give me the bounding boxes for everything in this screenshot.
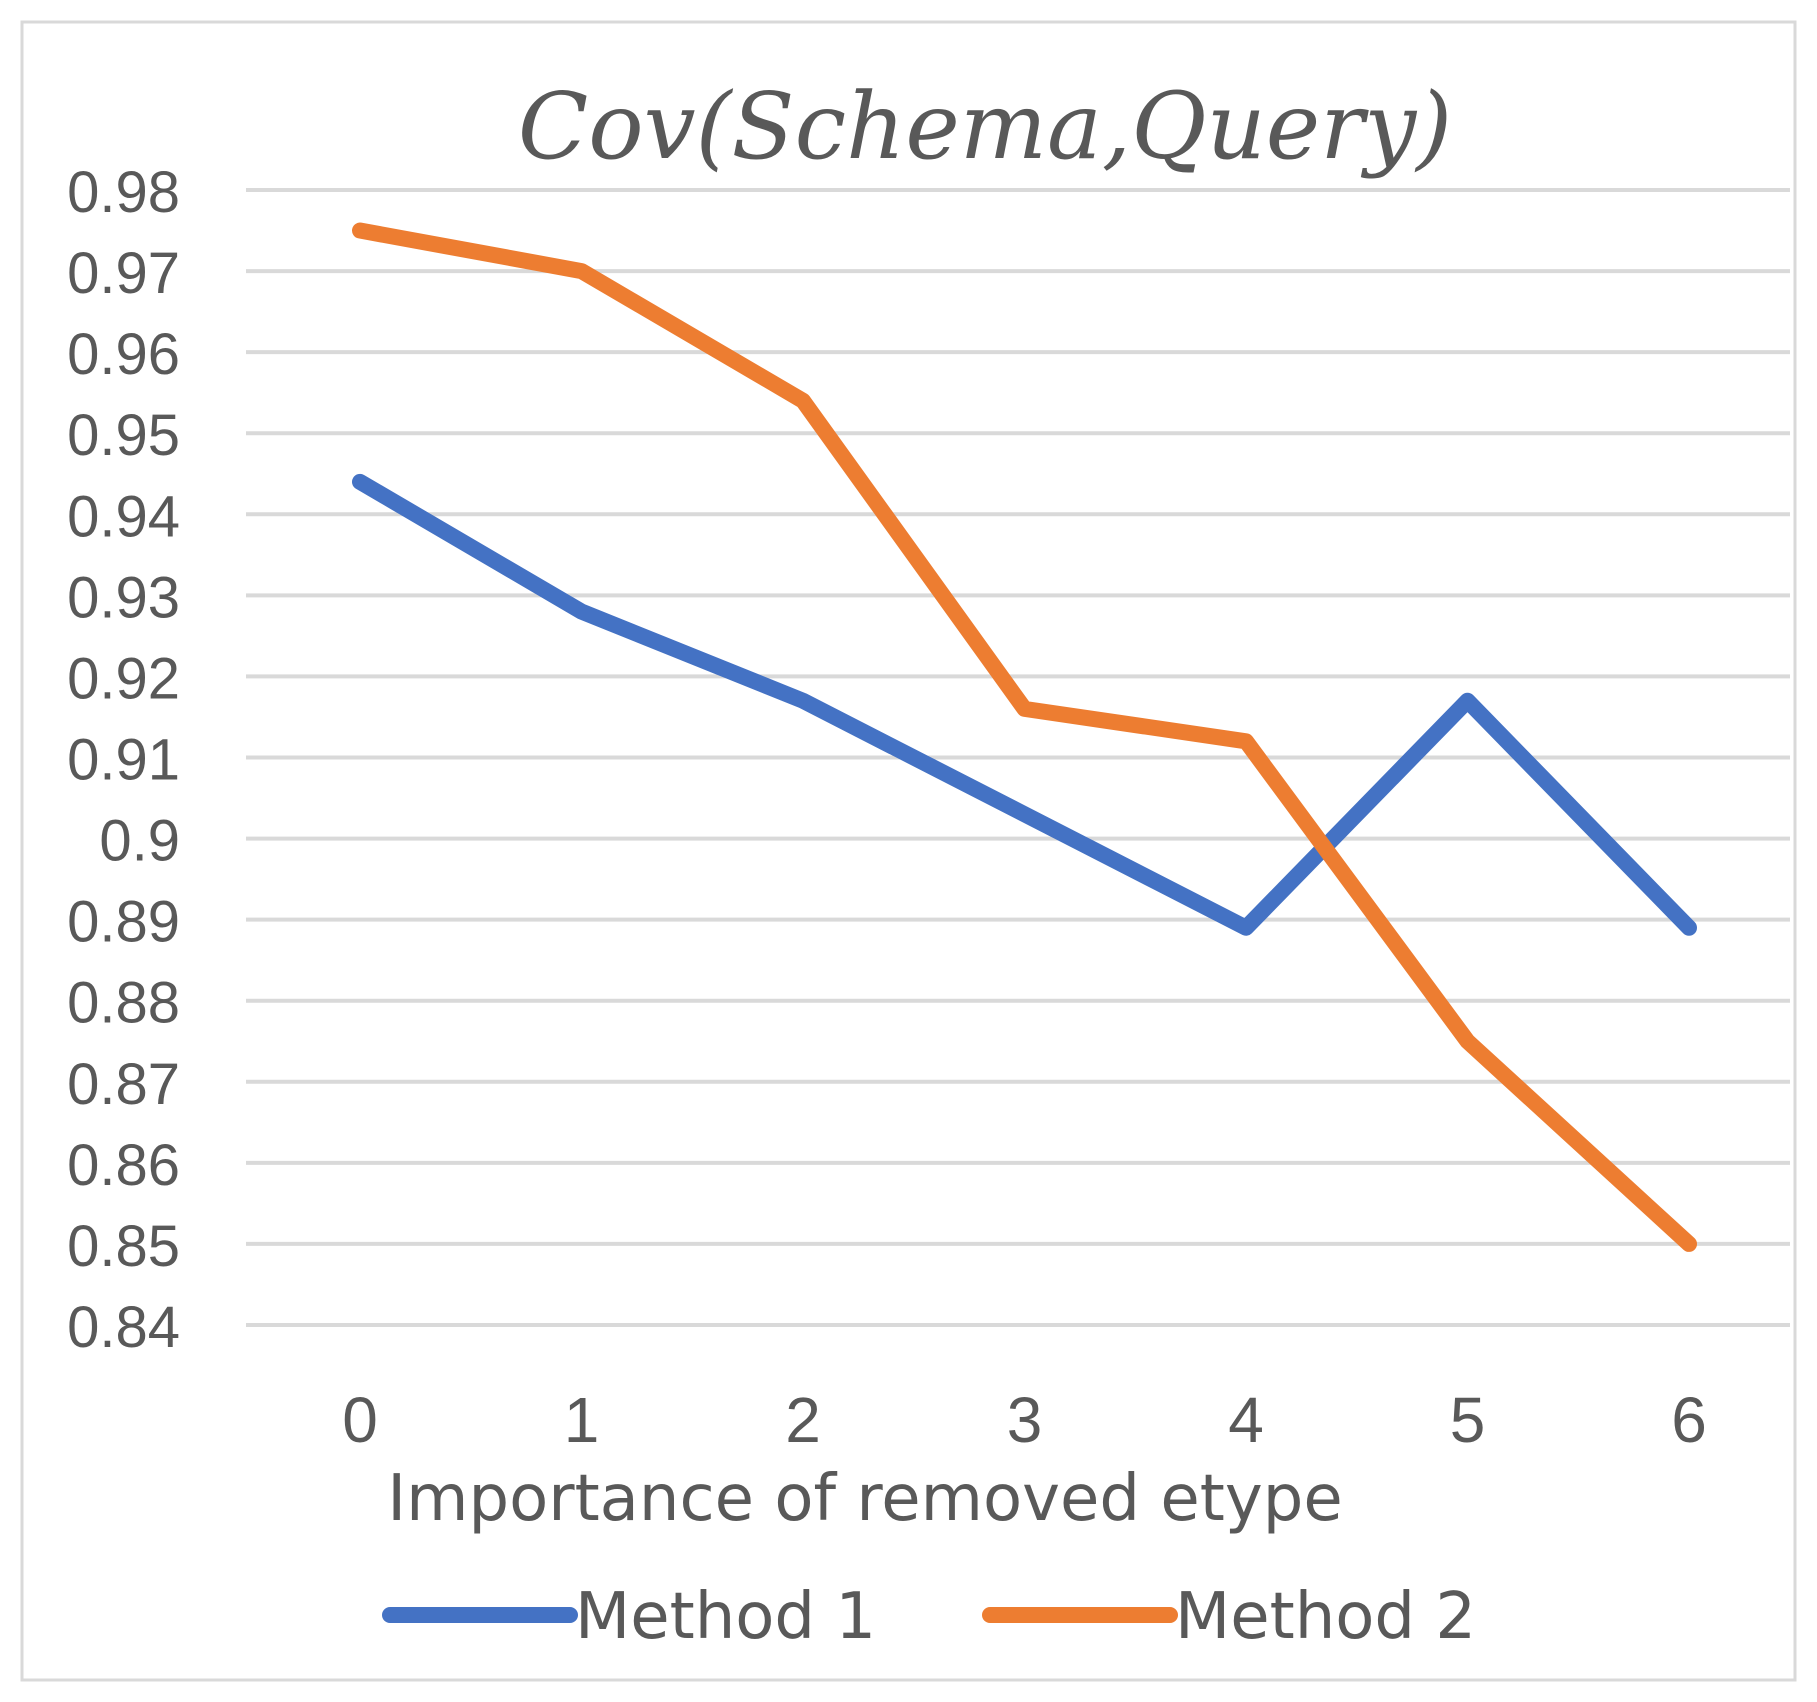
y-tick-label: 0.92	[67, 646, 180, 711]
x-tick-label: 1	[564, 1384, 600, 1456]
y-axis-ticks: 0.98 0.97 0.96 0.95 0.94 0.93 0.92 0.91 0.9 0.89 0…	[67, 160, 180, 1360]
gridlines	[246, 188, 1790, 1327]
series-lines	[352, 222, 1697, 1252]
y-tick-label: 0.97	[67, 241, 180, 306]
y-tick-label: 0.98	[67, 160, 180, 225]
x-tick-label: 5	[1450, 1384, 1486, 1456]
x-axis-label: Importance of removed etype	[387, 1462, 1342, 1536]
x-tick-label: 0	[342, 1384, 378, 1456]
x-tick-label: 6	[1671, 1384, 1707, 1456]
chart-border	[20, 20, 1797, 1682]
series-line-method-1	[352, 473, 1697, 936]
y-tick-label: 0.84	[67, 1295, 180, 1360]
chart-title: Cov(Schema,Query)	[518, 73, 1452, 180]
y-tick-label: 0.86	[67, 1133, 180, 1198]
legend-label: Method 1	[575, 1580, 876, 1654]
y-tick-label: 0.87	[67, 1052, 180, 1117]
y-tick-label: 0.85	[67, 1214, 180, 1279]
series-line-method-2	[352, 222, 1697, 1252]
x-tick-label: 4	[1228, 1384, 1264, 1456]
legend-label: Method 2	[1175, 1580, 1476, 1654]
y-tick-label: 0.93	[67, 565, 180, 630]
y-tick-label: 0.89	[67, 890, 180, 955]
legend: Method 1 Method 2	[382, 1580, 1476, 1654]
legend-item-method-1: Method 1	[382, 1580, 876, 1654]
y-tick-label: 0.91	[67, 728, 180, 793]
y-tick-label: 0.96	[67, 322, 180, 387]
y-tick-label: 0.88	[67, 971, 180, 1036]
legend-item-method-2: Method 2	[982, 1580, 1476, 1654]
x-tick-label: 2	[785, 1384, 821, 1456]
y-tick-label: 0.95	[67, 403, 180, 468]
y-tick-label: 0.9	[99, 809, 180, 874]
x-axis-ticks: 0 1 2 3 4 5 6	[342, 1384, 1707, 1456]
y-tick-label: 0.94	[67, 484, 180, 549]
x-tick-label: 3	[1007, 1384, 1043, 1456]
